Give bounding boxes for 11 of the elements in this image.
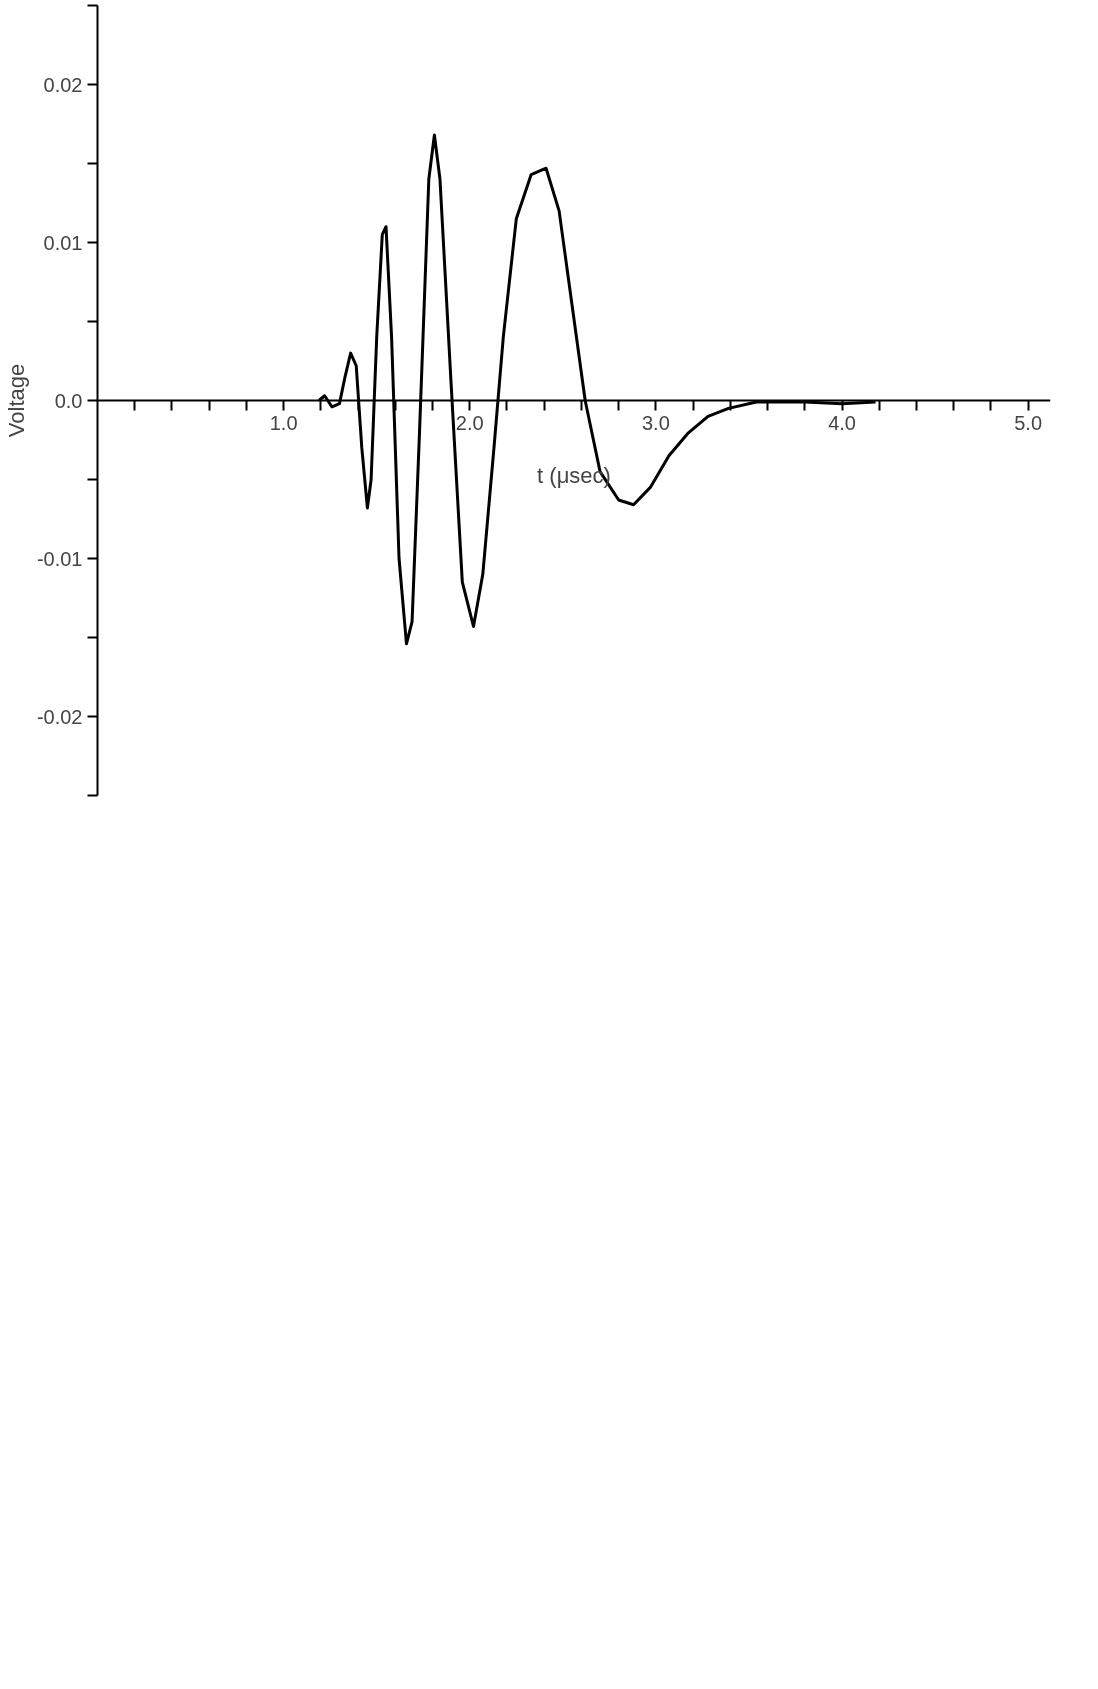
y-tick-label: 0.01 xyxy=(43,231,83,254)
y-tick-label: -0.02 xyxy=(36,705,83,728)
y-axis-title: Voltage xyxy=(3,363,29,438)
y-tick-label: -0.01 xyxy=(36,547,83,570)
x-tick-label: 5.0 xyxy=(1014,411,1043,434)
x-tick-label: 2.0 xyxy=(455,411,484,434)
x-tick-label: 4.0 xyxy=(828,411,856,434)
y-tick-label: 0.02 xyxy=(43,73,83,96)
x-tick-label: 1.0 xyxy=(269,411,298,434)
x-tick-label: 3.0 xyxy=(642,411,670,434)
y-tick-label: 0.0 xyxy=(54,389,83,412)
